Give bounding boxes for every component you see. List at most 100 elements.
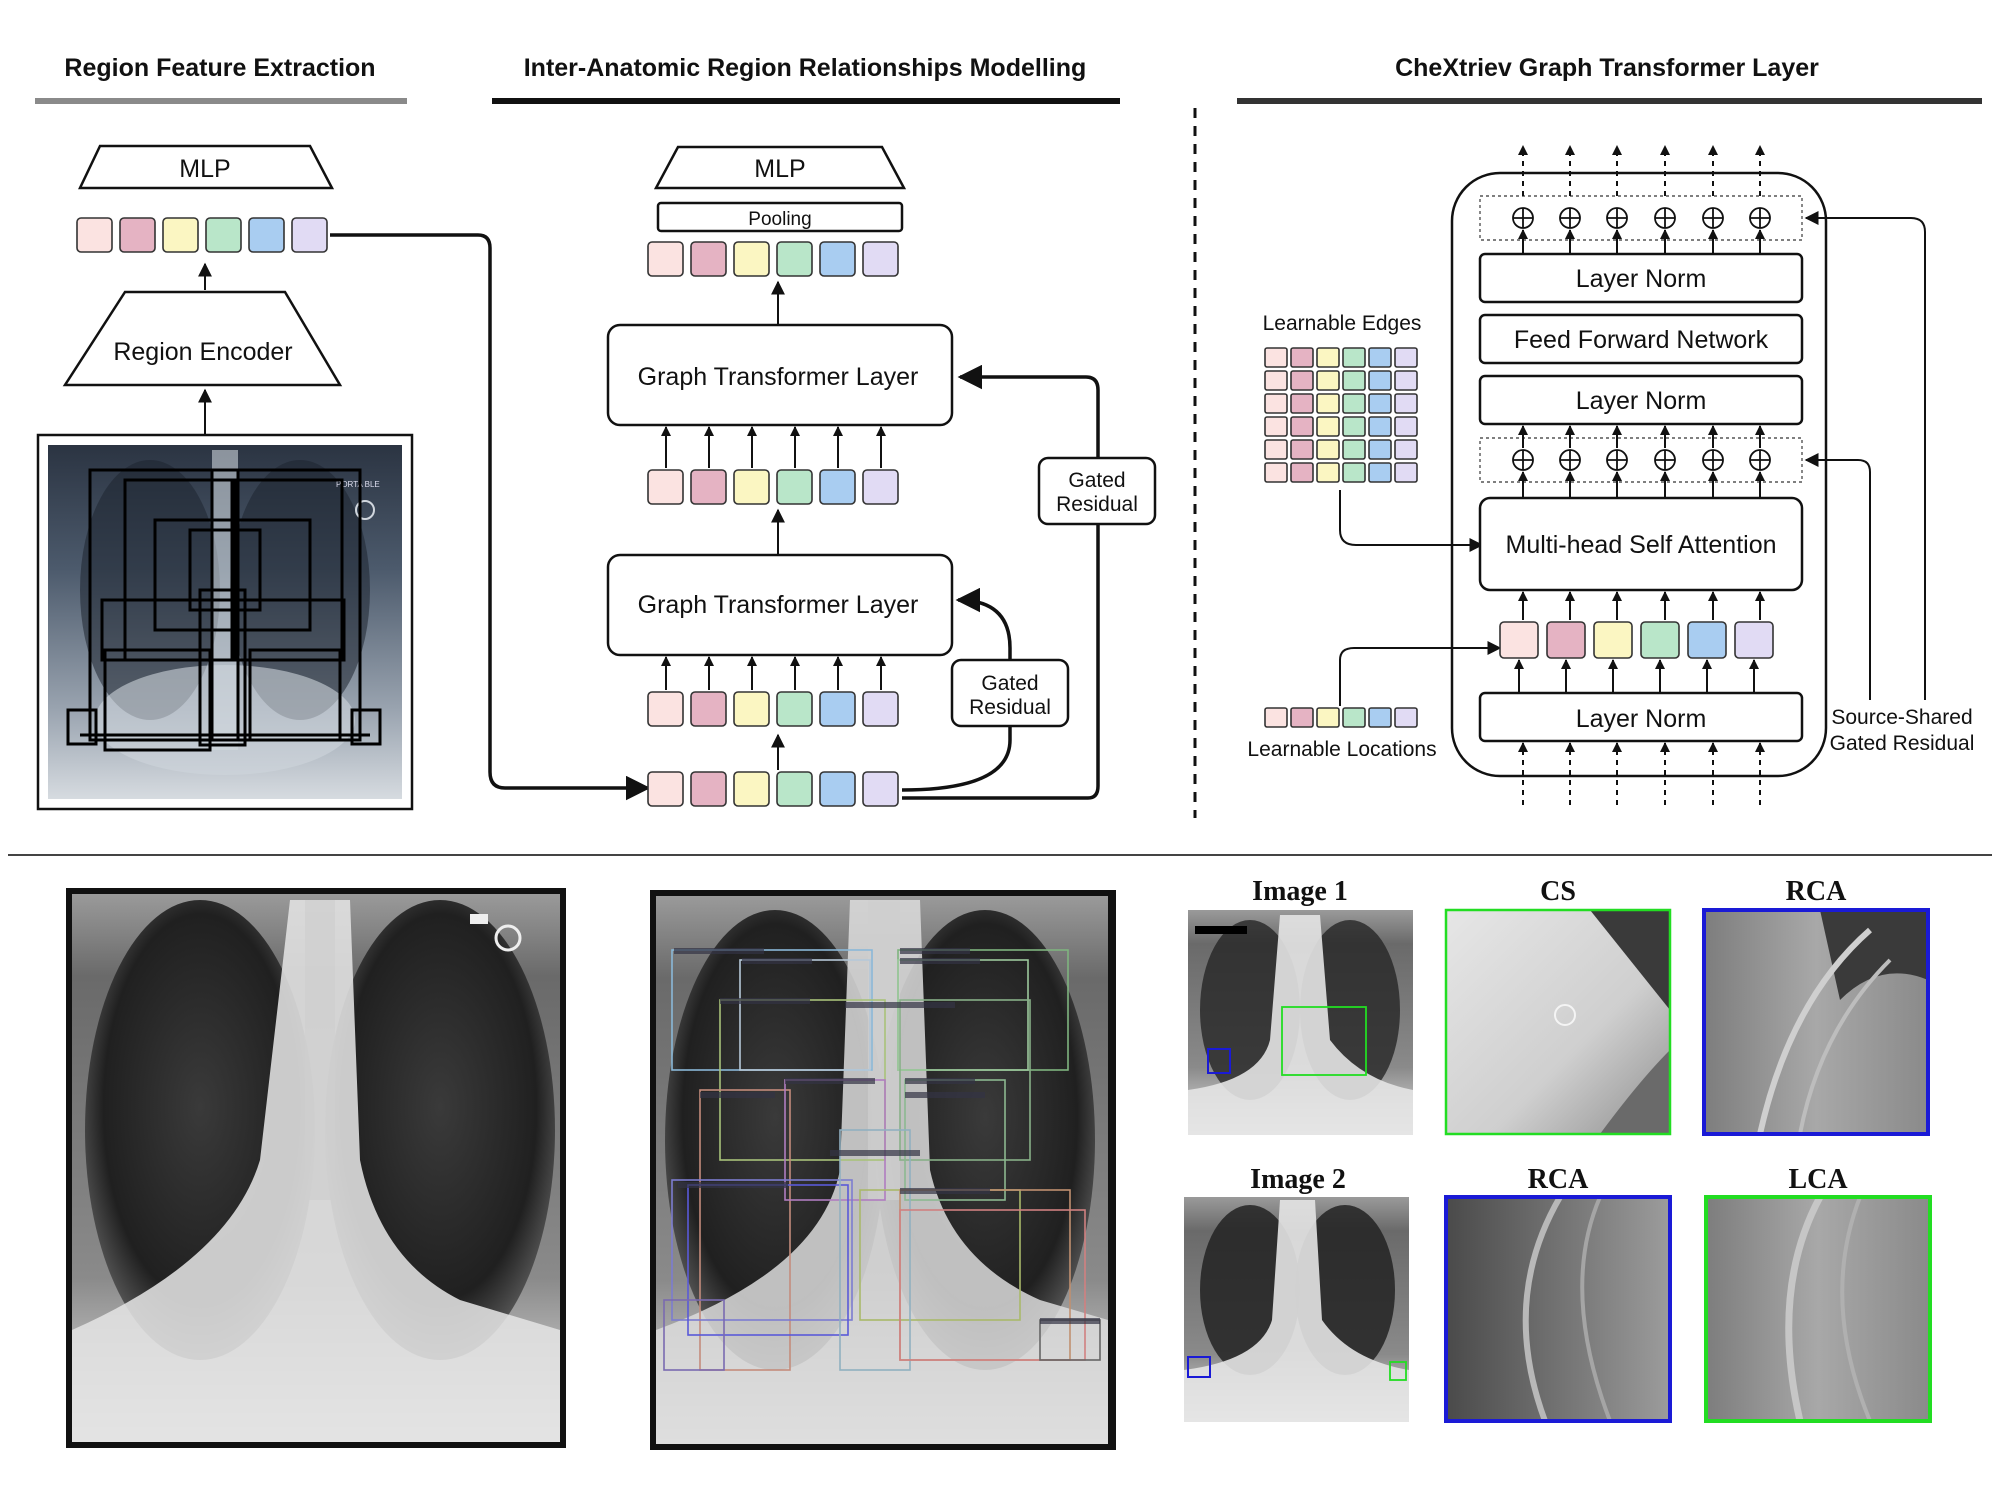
mhsa-box bbox=[1478, 496, 1804, 592]
source-shared-line2: Gated Residual bbox=[1830, 732, 1975, 755]
edge-cell-2-3 bbox=[1342, 393, 1366, 414]
token-2 bbox=[690, 691, 727, 727]
token-2 bbox=[690, 469, 727, 505]
middle-pooled-tokens bbox=[647, 241, 899, 277]
edge-cell-3-2 bbox=[1316, 416, 1340, 437]
source-shared-line1: Source-Shared bbox=[1831, 706, 1972, 729]
middle-tokens-layer2 bbox=[647, 469, 899, 505]
location-token-4 bbox=[1342, 707, 1366, 728]
token-2 bbox=[1546, 621, 1586, 659]
image1-crop-rca bbox=[1702, 908, 1930, 1136]
edge-cell-5-2 bbox=[1316, 462, 1340, 483]
add-op-1 bbox=[1512, 207, 1534, 229]
edge-cell-4-1 bbox=[1290, 439, 1314, 460]
edge-cell-4-0 bbox=[1264, 439, 1288, 460]
edge-cell-1-3 bbox=[1342, 370, 1366, 391]
region-encoder-label: Region Encoder bbox=[113, 338, 292, 366]
token-3 bbox=[162, 217, 199, 253]
edge-cell-3-1 bbox=[1290, 416, 1314, 437]
token-1 bbox=[76, 217, 113, 253]
output-dashed-arrows bbox=[1518, 145, 1765, 254]
middle-mlp-box bbox=[653, 145, 907, 190]
left-region-tokens bbox=[76, 217, 328, 253]
token-1 bbox=[647, 241, 684, 277]
mid-arrows bbox=[1518, 425, 1765, 498]
edge-cell-0-5 bbox=[1394, 347, 1418, 368]
middle-arrows-layer1 bbox=[661, 656, 886, 690]
image2-xray bbox=[1184, 1197, 1409, 1422]
image1-title: Image 1 bbox=[1252, 876, 1348, 907]
token-1 bbox=[1499, 621, 1539, 659]
left-mlp-label: MLP bbox=[179, 155, 230, 183]
edge-cell-2-0 bbox=[1264, 393, 1288, 414]
residual-add-row-top bbox=[1479, 195, 1803, 241]
edge-cell-2-2 bbox=[1316, 393, 1340, 414]
edge-cell-3-3 bbox=[1342, 416, 1366, 437]
chest-xray-full bbox=[66, 888, 566, 1448]
input-dashed-arrows bbox=[1518, 742, 1765, 805]
edge-cell-5-1 bbox=[1290, 462, 1314, 483]
layer-norm-top-label: Layer Norm bbox=[1576, 265, 1707, 293]
gtl-top-label: Graph Transformer Layer bbox=[638, 363, 919, 391]
image2-crop-lca bbox=[1704, 1195, 1932, 1423]
token-arrows bbox=[1514, 591, 1765, 693]
learnable-edges-label: Learnable Edges bbox=[1263, 312, 1422, 335]
location-token-6 bbox=[1394, 707, 1418, 728]
bbox-label-strips bbox=[674, 948, 1100, 1324]
layer-norm-bottom-label: Layer Norm bbox=[1576, 705, 1707, 733]
anatomic-region-boxes bbox=[66, 468, 382, 752]
gated-residual-box-bottom bbox=[950, 658, 1070, 728]
edge-cell-4-5 bbox=[1394, 439, 1418, 460]
token-1 bbox=[647, 469, 684, 505]
token-3 bbox=[733, 469, 770, 505]
connector-left-to-middle bbox=[330, 233, 651, 801]
token-2 bbox=[119, 217, 156, 253]
right-input-tokens bbox=[1499, 621, 1774, 659]
edge-cell-5-4 bbox=[1368, 462, 1392, 483]
add-op-1 bbox=[1512, 449, 1534, 471]
transformer-layer-container bbox=[1450, 171, 1828, 778]
token-3 bbox=[733, 691, 770, 727]
token-6 bbox=[862, 691, 899, 727]
gated-residual-top-line2: Residual bbox=[1056, 493, 1138, 516]
residual-add-ops-top bbox=[1512, 207, 1771, 229]
edge-cell-3-0 bbox=[1264, 416, 1288, 437]
graph-transformer-layer-top bbox=[606, 323, 954, 427]
add-op-4 bbox=[1654, 207, 1676, 229]
edges-to-mhsa-arrow bbox=[1339, 490, 1484, 552]
pooling-box bbox=[656, 201, 904, 233]
edge-cell-3-5 bbox=[1394, 416, 1418, 437]
token-5 bbox=[819, 691, 856, 727]
chest-xray-annotated bbox=[650, 890, 1116, 1450]
token-1 bbox=[647, 771, 684, 807]
add-op-2 bbox=[1559, 207, 1581, 229]
layer-norm-bottom-box bbox=[1478, 691, 1804, 743]
layer-norm-top-box bbox=[1478, 252, 1804, 304]
add-op-4 bbox=[1654, 449, 1676, 471]
add-op-5 bbox=[1702, 207, 1724, 229]
token-4 bbox=[205, 217, 242, 253]
pooling-label: Pooling bbox=[748, 209, 811, 230]
layer-norm-mid-box bbox=[1478, 374, 1804, 426]
heading-graph-transformer-layer: CheXtriev Graph Transformer Layer bbox=[1395, 54, 1819, 82]
feed-forward-box bbox=[1478, 313, 1804, 365]
edge-cell-4-3 bbox=[1342, 439, 1366, 460]
edge-cell-5-0 bbox=[1264, 462, 1288, 483]
token-2 bbox=[690, 241, 727, 277]
edge-cell-0-0 bbox=[1264, 347, 1288, 368]
edge-cell-4-4 bbox=[1368, 439, 1392, 460]
location-token-2 bbox=[1290, 707, 1314, 728]
mhsa-label: Multi-head Self Attention bbox=[1506, 531, 1777, 559]
locations-to-tokens-arrow bbox=[1339, 641, 1502, 706]
region-encoder-box bbox=[62, 290, 343, 387]
middle-input-tokens bbox=[647, 771, 899, 807]
feed-forward-label: Feed Forward Network bbox=[1514, 326, 1769, 354]
token-2 bbox=[690, 771, 727, 807]
image2-crop1-title: RCA bbox=[1528, 1164, 1589, 1195]
token-1 bbox=[647, 691, 684, 727]
gated-residual-loop-top bbox=[902, 364, 1100, 800]
token-4 bbox=[776, 691, 813, 727]
image1-crop-cs bbox=[1444, 908, 1672, 1136]
image1-crop2-title: RCA bbox=[1786, 876, 1847, 907]
token-6 bbox=[1734, 621, 1774, 659]
